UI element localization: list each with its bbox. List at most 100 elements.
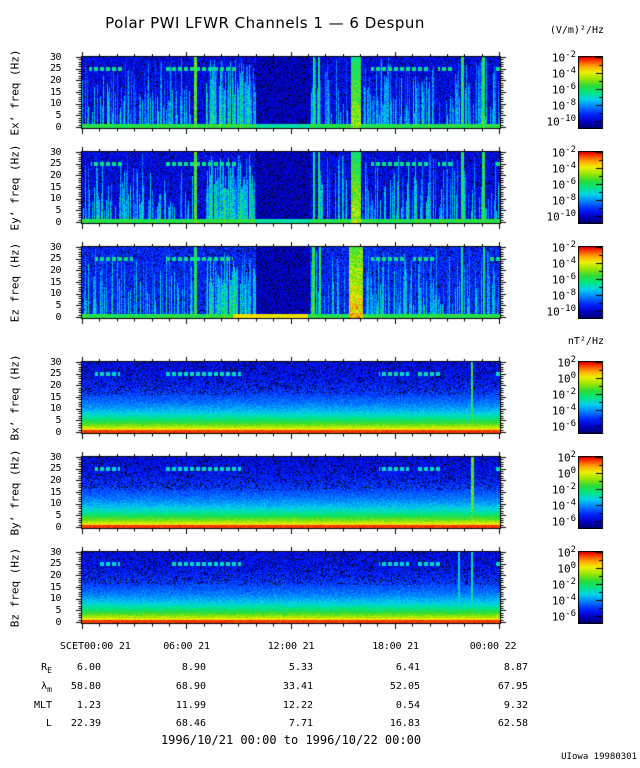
ytick-label-ey-0: 0 [55, 216, 61, 228]
spectrogram-ey [75, 145, 507, 230]
ytick-label-bz-30: 30 [49, 546, 62, 558]
colorbar-tick-label-bx-3: 10-4 [551, 402, 576, 418]
credit-label: UIowa 19980301 [561, 752, 637, 762]
ytick-label-by-5: 5 [55, 509, 61, 521]
ytick-label-ex-25: 25 [49, 63, 62, 75]
ephemeris-row-label-MLT: MLT [33, 700, 52, 711]
spectrogram-ez [75, 240, 507, 325]
ephemeris-value: 0.54 [395, 700, 420, 711]
spectrogram-by [75, 450, 507, 535]
time-tick-label-0: 00:00 21 [84, 641, 131, 652]
colorbar-tick-label-ey-0: 10-2 [551, 145, 576, 160]
ytick-label-ex-20: 20 [49, 74, 62, 86]
page-title: Polar PWI LFWR Channels 1 — 6 Despun [105, 14, 425, 32]
ytick-label-bz-10: 10 [49, 593, 62, 605]
time-tick-label-2: 12:00 21 [267, 641, 315, 652]
ytick-label-ex-15: 15 [49, 86, 62, 98]
colorbar-tick-label-ez-0: 10-2 [551, 240, 576, 255]
ytick-label-ez-20: 20 [49, 264, 62, 276]
colorbar-tick-label-ey-4: 10-10 [546, 208, 576, 224]
ytick-label-bz-0: 0 [55, 616, 61, 628]
colorbar-tick-label-ey-2: 10-6 [551, 176, 576, 192]
time-range-caption: 1996/10/21 00:00 to 1996/10/22 00:00 [160, 733, 422, 747]
ephemeris-value: 68.90 [175, 681, 206, 692]
ytick-label-by-30: 30 [49, 451, 62, 463]
spectrogram-bz [75, 545, 507, 630]
spectrogram-ex [75, 50, 507, 135]
ephemeris-value: 8.90 [181, 662, 206, 673]
ytick-label-bx-25: 25 [49, 368, 62, 380]
ytick-label-ex-30: 30 [49, 51, 62, 63]
ytick-label-ez-30: 30 [49, 241, 62, 253]
ephemeris-value: 52.05 [389, 681, 420, 692]
ytick-label-bx-10: 10 [49, 403, 62, 415]
colorbar-bz [578, 551, 608, 624]
electric-units-label: (V/m)²/Hz [549, 25, 604, 36]
ephemeris-value: 62.58 [497, 718, 528, 729]
colorbar-tick-label-ez-4: 10-10 [546, 303, 576, 319]
ephemeris-value: 22.39 [70, 718, 101, 729]
ytick-label-ey-15: 15 [49, 181, 62, 193]
ytick-label-by-15: 15 [49, 486, 62, 498]
colorbar-tick-label-by-4: 10-6 [551, 513, 576, 529]
ytick-label-bx-0: 0 [55, 426, 61, 438]
ephemeris-value: 33.41 [282, 681, 313, 692]
ytick-label-by-20: 20 [49, 474, 62, 486]
colorbar-tick-label-bx-4: 10-6 [551, 418, 576, 434]
ephemeris-value: 6.41 [395, 662, 420, 673]
ytick-label-by-25: 25 [49, 463, 62, 475]
colorbar-tick-label-bz-1: 100 [557, 560, 576, 576]
ytick-label-ex-10: 10 [49, 98, 62, 110]
colorbar-tick-label-bz-0: 102 [557, 545, 576, 560]
ytick-label-ez-15: 15 [49, 276, 62, 288]
ephemeris-value: 6.00 [76, 662, 101, 673]
ephemeris-value: 5.33 [288, 662, 313, 673]
colorbar-ex [578, 56, 608, 129]
ytick-label-bx-15: 15 [49, 391, 62, 403]
colorbar-tick-label-ey-1: 10-4 [551, 160, 576, 176]
ephemeris-value: 1.23 [76, 700, 101, 711]
ytick-label-ey-10: 10 [49, 193, 62, 205]
colorbar-tick-label-by-0: 102 [557, 450, 576, 465]
colorbar-tick-label-bx-1: 100 [557, 370, 576, 386]
ephemeris-row-label-L: L [45, 718, 52, 729]
colorbar-tick-label-bz-2: 10-2 [551, 576, 576, 592]
colorbar-ez [578, 246, 608, 319]
ephemeris-value: 16.83 [389, 718, 420, 729]
ytick-label-ez-25: 25 [49, 253, 62, 265]
colorbar-tick-label-ez-2: 10-6 [551, 271, 576, 287]
colorbar-ey [578, 151, 608, 224]
ephemeris-value: 11.99 [175, 700, 206, 711]
ephemeris-row-label-λ_m: λm [41, 681, 52, 694]
colorbar-tick-label-by-3: 10-4 [551, 497, 576, 513]
colorbar-tick-label-ex-2: 10-6 [551, 81, 576, 97]
ephemeris-value: 9.32 [503, 700, 528, 711]
ytick-label-ez-5: 5 [55, 299, 61, 311]
ytick-label-bz-15: 15 [49, 581, 62, 593]
ytick-label-ey-25: 25 [49, 158, 62, 170]
ephemeris-value: 8.87 [503, 662, 528, 673]
ytick-label-ez-0: 0 [55, 311, 61, 323]
ytick-label-ey-5: 5 [55, 204, 61, 216]
colorbar-tick-label-by-2: 10-2 [551, 481, 576, 497]
time-tick-label-3: 18:00 21 [372, 641, 419, 652]
ytick-label-ey-20: 20 [49, 169, 62, 181]
ephemeris-value: 7.71 [288, 718, 313, 729]
ephemeris-value: 67.95 [497, 681, 528, 692]
scet-prefix: SCET [59, 641, 84, 652]
ephemeris-value: 12.22 [282, 700, 313, 711]
ytick-label-bz-5: 5 [55, 604, 61, 616]
ytick-label-by-0: 0 [55, 521, 61, 533]
ylabel-bz: Bz freq (Hz) [8, 547, 22, 627]
ytick-label-ex-5: 5 [55, 109, 61, 121]
ytick-label-by-10: 10 [49, 498, 62, 510]
colorbar-by [578, 456, 608, 529]
colorbar-tick-label-ex-4: 10-10 [546, 113, 576, 129]
colorbar-bx [578, 361, 608, 434]
colorbar-tick-label-bz-4: 10-6 [551, 608, 576, 624]
ytick-label-bx-5: 5 [55, 414, 61, 426]
ytick-label-bx-30: 30 [49, 356, 62, 368]
colorbar-tick-label-ex-0: 10-2 [551, 50, 576, 65]
ytick-label-ez-10: 10 [49, 288, 62, 300]
